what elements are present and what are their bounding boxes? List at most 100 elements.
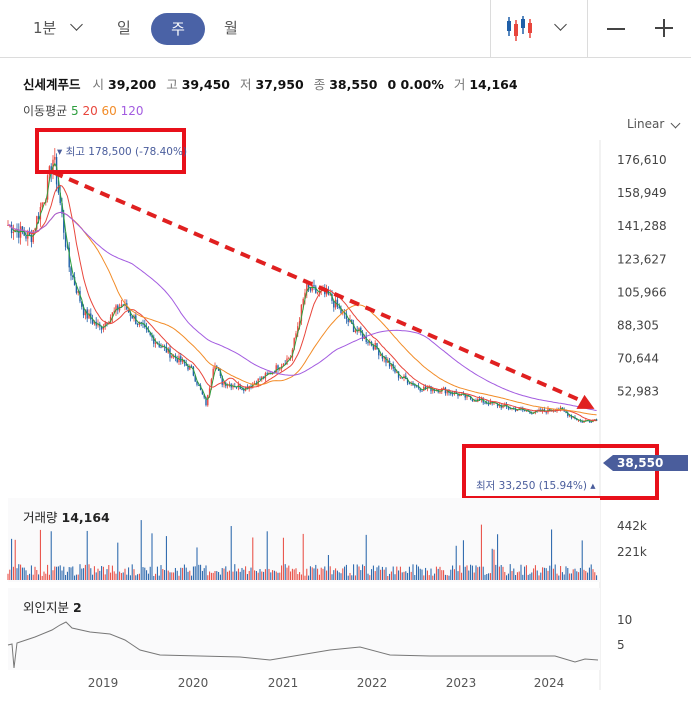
volume-bar [515,575,517,580]
volume-panel-value: 14,164 [61,510,110,525]
candle-body [117,305,119,311]
trend-line [52,170,588,405]
candle-body [338,306,340,309]
moving-average-legend[interactable]: 이동평균 5 20 60 120 [23,102,144,119]
volume-bar [32,574,34,580]
volume-bar [446,575,448,580]
trend-arrowhead [576,394,595,409]
candle-body [219,370,222,376]
candle-body [302,298,304,305]
volume-bar [336,570,338,580]
volume-bar [441,570,443,580]
low-value: 37,950 [255,77,304,92]
volume-bar [468,570,470,580]
foreign-panel [8,588,600,670]
volume-bar [365,534,367,580]
volume-bar [554,564,556,580]
candle-body [70,267,72,276]
volume-bar [266,531,268,580]
volume-bar [48,574,50,580]
candle-body [304,292,306,299]
candle-body [84,309,87,316]
candle-body [408,383,411,385]
candle-body [298,321,301,327]
volume-bar [57,566,59,580]
volume-bar [272,570,274,580]
candle-body [66,246,69,248]
volume-bar [455,545,457,580]
candle-body [23,231,25,236]
scale-selector[interactable]: Linear [627,117,665,131]
volume-bar [410,571,412,580]
volume-bar [452,565,454,580]
volume-bar [288,565,290,580]
high-value: 39,450 [181,77,230,92]
candle-body [432,389,434,392]
candle-body [396,371,398,373]
candle-body [259,378,261,380]
volume-bar [457,571,459,580]
candle-body [136,323,139,325]
volume-bar [371,569,373,580]
volume-bar [387,575,389,580]
candle-body [327,289,330,295]
high-annotation: ▾ 최고 178,500 (-78.40%) [57,146,187,158]
candle-body [496,403,499,407]
volume-bar [376,567,378,580]
volume-bar [16,568,18,580]
volume-bar [115,573,117,580]
tab-week[interactable]: 주 [151,13,205,45]
candle-body [167,348,169,353]
volume-bar [225,566,227,580]
volume-bar [214,571,216,580]
volume-bar [189,570,191,580]
candle-body [509,408,511,410]
candle-body [190,365,193,367]
candle-body [111,312,114,318]
volume-bar [331,574,333,580]
candle-body [523,410,526,412]
volume-bar [378,565,380,580]
candle-body [221,375,223,385]
volume-bar [335,568,337,580]
candle-body [46,175,49,200]
volume-bar [491,548,493,580]
volume-bar [459,565,461,580]
volume-bar [218,572,220,580]
candle-body [171,356,173,358]
candlestick-icon[interactable] [505,14,535,44]
volume-bar [151,533,153,580]
foreign-panel-title: 외인지분 2 [23,597,82,616]
volume-bar [291,568,293,580]
volume-bar [153,575,155,580]
price-tag-label: 38,550 [617,456,663,470]
open-label: 시 [92,77,105,92]
interval-selector[interactable]: 1분 [33,19,57,37]
candle-body [394,368,396,373]
volume-bar [129,575,131,580]
tab-month[interactable]: 월 [224,19,238,37]
zoom-in-button[interactable] [655,19,673,37]
volume-bar [380,569,382,580]
volume-bar [596,575,598,580]
volume-bar [437,568,439,580]
open-value: 39,200 [108,77,157,92]
volume-bar [389,573,391,580]
candle-body [333,300,335,308]
tab-day[interactable]: 일 [117,19,131,37]
volume-bar [207,575,209,580]
candle-body [468,394,470,397]
volume-bar [295,568,297,580]
candle-body [154,342,157,344]
volume-tick-label: 221k [617,545,647,559]
volume-bar [200,564,202,580]
volume-bar [396,566,398,580]
zoom-out-button[interactable] [607,28,625,30]
candle-body [266,373,268,375]
volume-bar [414,575,416,580]
volume-bar [192,566,194,580]
volume-bar [407,572,409,580]
volume-bar [558,575,560,580]
candle-body [57,184,60,193]
